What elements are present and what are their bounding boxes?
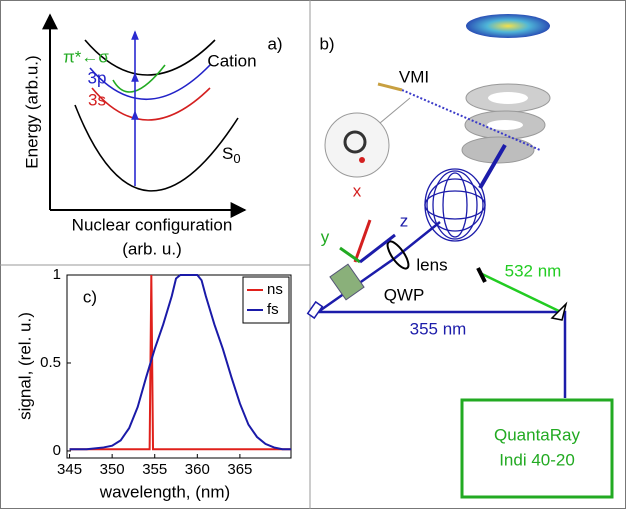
y-tick-label: 1 xyxy=(53,266,61,283)
legend-label: ns xyxy=(267,281,283,298)
beam-label: 532 nm xyxy=(505,261,562,280)
y-tick-label: 0 xyxy=(53,442,61,459)
uv-beam xyxy=(318,222,565,398)
x-axis-unit: (arb. u.) xyxy=(122,239,182,258)
state-label: S0 xyxy=(222,144,241,166)
state-name: S xyxy=(222,144,233,163)
sphere-ring xyxy=(433,171,477,239)
waveplate xyxy=(330,264,364,300)
photoelectron-sphere xyxy=(425,169,485,241)
figure: a) Energy (arb.u.) Nuclear configuration… xyxy=(0,0,626,509)
laser-box xyxy=(462,400,612,497)
state-label: Cation xyxy=(207,51,256,70)
chart: 345 350 355 360 365 0 0.5 1 ns fs xyxy=(40,266,291,478)
axis-label: x xyxy=(353,181,362,200)
x-tick-label: 360 xyxy=(185,461,210,478)
laser-label: QuantaRay xyxy=(494,425,580,444)
z-axis-arrow xyxy=(360,235,395,262)
inset-pointer xyxy=(380,98,410,123)
x-tick-label: 350 xyxy=(100,461,125,478)
x-axis-label: Nuclear configuration xyxy=(72,215,233,234)
sphere-ring xyxy=(425,169,485,241)
sphere-ring xyxy=(425,191,485,219)
atom xyxy=(359,157,365,163)
sphere-ring xyxy=(443,173,467,237)
vmi-image xyxy=(466,14,550,38)
beam-label: 355 nm xyxy=(410,319,467,338)
panel-label: c) xyxy=(83,287,97,306)
x-tick-label: 365 xyxy=(227,461,252,478)
molecule-inset xyxy=(325,113,389,177)
detector-label: VMI xyxy=(399,67,429,86)
panel-a xyxy=(50,15,245,210)
axis-label: z xyxy=(400,211,409,230)
legend-label: fs xyxy=(267,301,279,318)
x-tick-label: 355 xyxy=(142,461,167,478)
panel-label: b) xyxy=(319,34,334,53)
state-index: 0 xyxy=(233,151,240,166)
vmi-hole xyxy=(487,120,523,130)
transition-label: π*←σ xyxy=(63,47,109,66)
state-label: 3s xyxy=(88,90,106,109)
ground-curve xyxy=(75,105,238,191)
3s-curve xyxy=(92,88,210,120)
state-label: 3p xyxy=(88,68,107,87)
waveplate-label: QWP xyxy=(384,285,425,304)
x-tick-label: 345 xyxy=(57,461,82,478)
y-axis-title: signal, (rel. u.) xyxy=(15,312,34,420)
y-tick-label: 0.5 xyxy=(40,354,61,371)
y-axis-label: Energy (arb.u.) xyxy=(22,55,41,168)
axis-label: y xyxy=(321,227,330,246)
vmi-hole xyxy=(488,92,528,104)
panel-label: a) xyxy=(267,34,282,53)
x-axis-title: wavelength, (nm) xyxy=(99,482,230,501)
lens-label: lens xyxy=(416,255,447,274)
sphere-ring xyxy=(427,179,483,231)
laser-label: Indi 40-20 xyxy=(499,450,575,469)
